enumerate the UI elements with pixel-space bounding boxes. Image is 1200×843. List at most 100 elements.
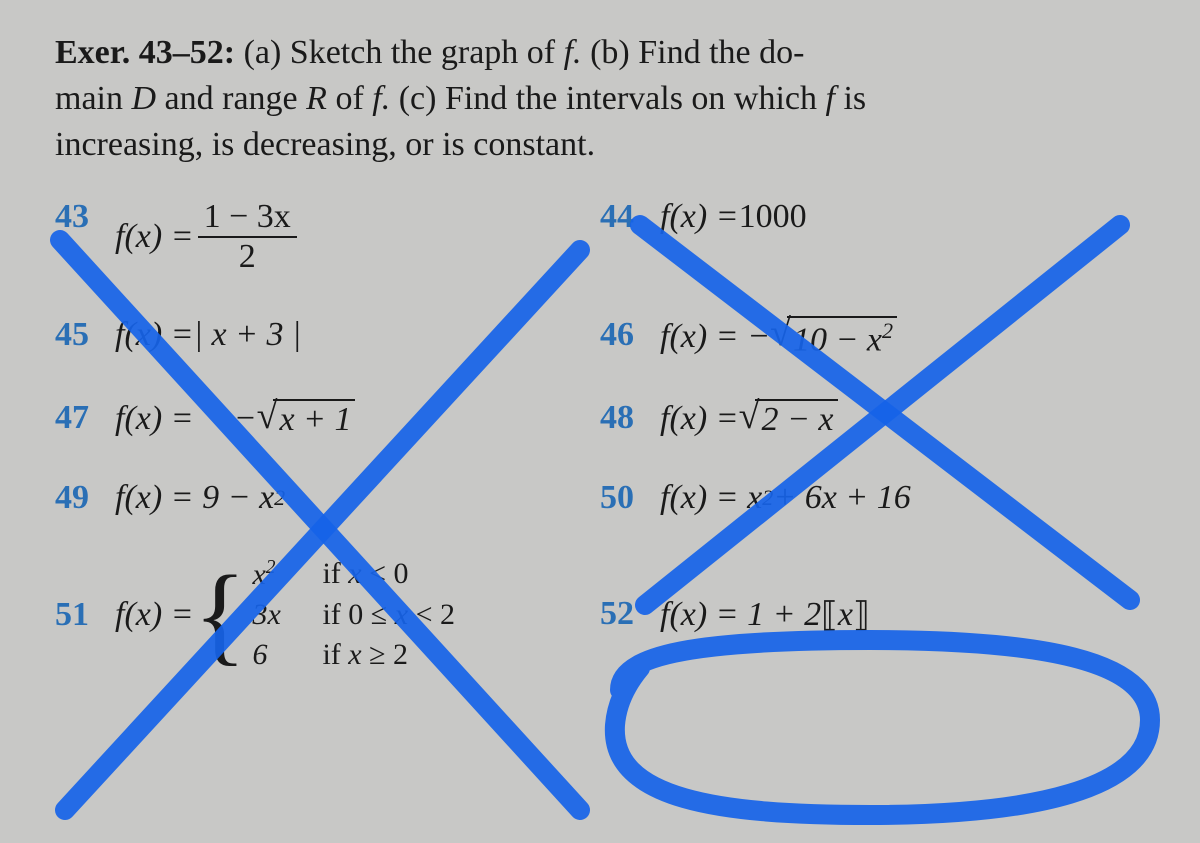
instr-text: is <box>835 80 866 117</box>
problem-expression: f(x) = x2 + 6x + 16 <box>660 479 911 517</box>
lhs: f(x) = 9 − x <box>115 479 274 517</box>
double-bracket-close: ⟧ <box>853 595 870 635</box>
cond-var: x <box>395 598 408 631</box>
radicand: 10 − x2 <box>787 316 897 359</box>
lhs: f(x) = − <box>660 318 770 356</box>
numerator: 1 − 3x <box>198 198 297 236</box>
problem-51: 51 f(x) = { x2 if x < 0 3x if 0 ≤ x < 2 <box>55 557 600 672</box>
cond-var: x <box>348 557 361 590</box>
cond-text: if <box>322 638 348 671</box>
f-var: f <box>826 80 835 117</box>
problem-number: 50 <box>600 479 660 517</box>
problem-expression: f(x) = | x + 3 | <box>115 316 301 354</box>
exponent: 2 <box>274 485 285 511</box>
problem-48: 48 f(x) = √ 2 − x <box>600 399 1145 439</box>
abs-expr: | x + 3 | <box>194 316 302 354</box>
instr-text: increasing, is decreasing, or is constan… <box>55 126 595 163</box>
radicand: 2 − x <box>755 399 837 439</box>
cond-var: x <box>348 638 361 671</box>
sqrt: √ 2 − x <box>739 399 838 439</box>
val-text: x <box>252 558 265 591</box>
R-var: R <box>306 80 327 117</box>
case-condition: if 0 ≤ x < 2 <box>322 598 455 632</box>
problem-row: 45 f(x) = | x + 3 | 46 f(x) = − √ 10 − x… <box>55 316 1145 359</box>
case-condition: if x < 0 <box>322 557 408 592</box>
radicand: x + 1 <box>273 399 355 439</box>
lhs: f(x) = 1 + 2 <box>660 596 821 634</box>
problem-50: 50 f(x) = x2 + 6x + 16 <box>600 479 1145 517</box>
cond-text: if 0 ≤ <box>322 598 394 631</box>
problem-row: 49 f(x) = 9 − x2 50 f(x) = x2 + 6x + 16 <box>55 479 1145 517</box>
sqrt: √ x + 1 <box>257 399 356 439</box>
lhs: f(x) = <box>115 218 194 256</box>
case-condition: if x ≥ 2 <box>322 638 408 672</box>
problem-number: 43 <box>55 198 115 236</box>
lhs: f(x) = <box>660 198 739 236</box>
problem-number: 45 <box>55 316 115 354</box>
problem-row: 43 f(x) = 1 − 3x 2 44 f(x) = 1000 <box>55 198 1145 276</box>
case-value: 3x <box>252 598 322 632</box>
f-var: f. <box>564 34 582 71</box>
problem-number: 44 <box>600 198 660 236</box>
denominator: 2 <box>233 238 262 276</box>
exponent: 2 <box>882 318 893 343</box>
case-value: 6 <box>252 638 322 672</box>
exercise-range-label: Exer. 43–52: <box>55 34 235 71</box>
problem-row: 51 f(x) = { x2 if x < 0 3x if 0 ≤ x < 2 <box>55 557 1145 672</box>
case-value: x2 <box>252 557 322 592</box>
problem-number: 46 <box>600 316 660 354</box>
cond-text: < 2 <box>408 598 455 631</box>
problem-expression: f(x) = − √ x + 1 <box>115 399 355 439</box>
instr-text: main <box>55 80 131 117</box>
left-brace-icon: { <box>194 568 247 662</box>
case-2: 3x if 0 ≤ x < 2 <box>252 598 455 632</box>
problem-49: 49 f(x) = 9 − x2 <box>55 479 600 517</box>
problem-expression: f(x) = √ 2 − x <box>660 399 838 439</box>
problem-expression: f(x) = 1 − 3x 2 <box>115 198 301 276</box>
lhs: f(x) = <box>115 400 194 438</box>
problem-number: 49 <box>55 479 115 517</box>
minus: − <box>234 400 257 438</box>
problem-number: 51 <box>55 596 115 634</box>
lhs: f(x) = <box>660 400 739 438</box>
problem-44: 44 f(x) = 1000 <box>600 198 1145 236</box>
problem-expression: f(x) = 1000 <box>660 198 807 236</box>
double-bracket-open: ⟦ <box>821 595 838 635</box>
instr-text: (b) Find the do- <box>582 34 805 71</box>
problem-52: 52 f(x) = 1 + 2⟦x⟧ <box>600 595 1145 635</box>
instr-text: (c) Find the intervals on which <box>390 80 825 117</box>
f-var: f. <box>372 80 390 117</box>
exercise-instructions: Exer. 43–52: (a) Sketch the graph of f. … <box>55 30 1145 168</box>
problem-number: 47 <box>55 399 115 437</box>
problem-43: 43 f(x) = 1 − 3x 2 <box>55 198 600 276</box>
sqrt: √ 10 − x2 <box>770 316 897 359</box>
rhs: 1000 <box>739 198 807 236</box>
case-1: x2 if x < 0 <box>252 557 455 592</box>
problem-expression: f(x) = 1 + 2⟦x⟧ <box>660 595 870 635</box>
lhs: f(x) = x <box>660 479 762 517</box>
cond-text: < 0 <box>362 557 409 590</box>
cond-text: ≥ 2 <box>362 638 408 671</box>
radicand-text: 10 − x <box>793 321 882 358</box>
rhs: + 6x + 16 <box>773 479 910 517</box>
fraction: 1 − 3x 2 <box>198 198 297 276</box>
problem-number: 52 <box>600 595 660 633</box>
problem-row: 47 f(x) = − √ x + 1 48 f(x) = √ 2 − x <box>55 399 1145 439</box>
lhs: f(x) = <box>115 316 194 354</box>
textbook-page: Exer. 43–52: (a) Sketch the graph of f. … <box>0 0 1200 843</box>
instr-text: of <box>327 80 372 117</box>
exponent: 2 <box>762 485 773 511</box>
problem-47: 47 f(x) = − √ x + 1 <box>55 399 600 439</box>
problem-45: 45 f(x) = | x + 3 | <box>55 316 600 354</box>
D-var: D <box>131 80 156 117</box>
instr-text: (a) Sketch the graph of <box>244 34 564 71</box>
problem-number: 48 <box>600 399 660 437</box>
floor-var: x <box>838 596 853 634</box>
case-3: 6 if x ≥ 2 <box>252 638 455 672</box>
problem-expression: f(x) = − √ 10 − x2 <box>660 316 897 359</box>
problem-46: 46 f(x) = − √ 10 − x2 <box>600 316 1145 359</box>
exponent: 2 <box>266 557 276 578</box>
cond-text: if <box>322 557 348 590</box>
piecewise: { x2 if x < 0 3x if 0 ≤ x < 2 6 if x ≥ 2 <box>194 557 455 672</box>
problem-expression: f(x) = { x2 if x < 0 3x if 0 ≤ x < 2 <box>115 557 455 672</box>
